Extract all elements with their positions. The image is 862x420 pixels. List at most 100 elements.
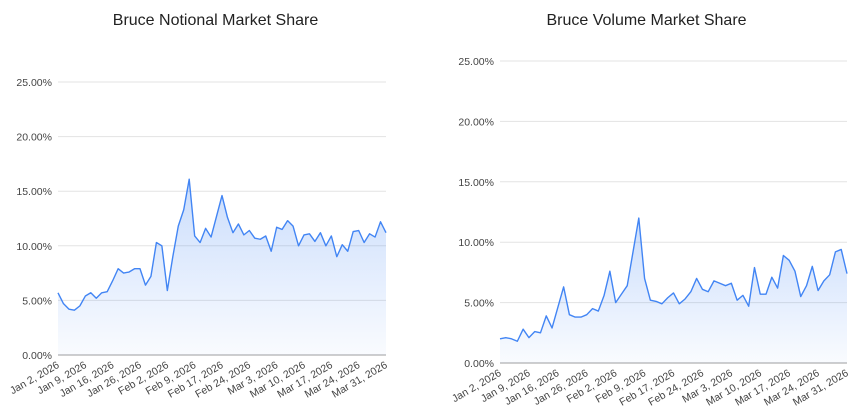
notional-data-point bbox=[84, 295, 86, 297]
notional-data-point bbox=[270, 250, 272, 252]
volume-data-point bbox=[557, 306, 559, 308]
volume-data-point bbox=[649, 299, 651, 301]
volume-data-point bbox=[574, 316, 576, 318]
notional-data-point bbox=[319, 232, 321, 234]
notional-data-point bbox=[95, 297, 97, 299]
volume-data-point bbox=[817, 289, 819, 291]
notional-data-point bbox=[177, 225, 179, 227]
volume-data-point bbox=[620, 293, 622, 295]
notional-data-point bbox=[379, 221, 381, 223]
volume-data-point bbox=[603, 294, 605, 296]
volume-y-tick-label: 25.00% bbox=[458, 56, 494, 68]
notional-y-tick-label: 20.00% bbox=[16, 132, 52, 144]
volume-data-point bbox=[661, 303, 663, 305]
volume-data-point bbox=[707, 291, 709, 293]
notional-data-point bbox=[204, 227, 206, 229]
notional-data-point bbox=[347, 250, 349, 252]
volume-y-tick-label: 15.00% bbox=[458, 177, 494, 189]
notional-data-point bbox=[57, 292, 59, 294]
volume-y-tick-label: 0.00% bbox=[464, 358, 494, 370]
chart-title: Bruce Notional Market Share bbox=[112, 12, 319, 29]
volume-data-point bbox=[609, 270, 611, 272]
notional-data-point bbox=[193, 235, 195, 237]
volume-data-point bbox=[736, 299, 738, 301]
volume-data-point bbox=[759, 293, 761, 295]
notional-data-point bbox=[286, 219, 288, 221]
volume-y-tick-label: 10.00% bbox=[458, 237, 494, 249]
notional-data-point bbox=[363, 241, 365, 243]
volume-data-point bbox=[753, 266, 755, 268]
notional-data-point bbox=[303, 234, 305, 236]
volume-chart-svg: 0.00%5.00%10.00%15.00%20.00%25.00%Jan 2,… bbox=[450, 56, 851, 409]
volume-y-tick-label: 5.00% bbox=[464, 298, 494, 310]
notional-data-point bbox=[385, 232, 387, 234]
volume-data-point bbox=[672, 292, 674, 294]
volume-data-point bbox=[701, 288, 703, 290]
notional-chart-svg: 0.00%5.00%10.00%15.00%20.00%25.00%Jan 2,… bbox=[8, 77, 390, 401]
volume-data-point bbox=[771, 276, 773, 278]
volume-data-point bbox=[545, 315, 547, 317]
notional-y-tick-label: 5.00% bbox=[22, 295, 52, 307]
volume-data-point bbox=[719, 282, 721, 284]
volume-data-point bbox=[742, 294, 744, 296]
notional-data-point bbox=[352, 230, 354, 232]
volume-data-point bbox=[614, 301, 616, 303]
notional-data-point bbox=[297, 245, 299, 247]
notional-area-fill bbox=[58, 179, 386, 355]
notional-data-point bbox=[314, 240, 316, 242]
notional-data-point bbox=[62, 302, 64, 304]
volume-data-point bbox=[776, 287, 778, 289]
notional-data-point bbox=[144, 284, 146, 286]
notional-data-point bbox=[248, 229, 250, 231]
notional-data-point bbox=[150, 275, 152, 277]
notional-data-point bbox=[128, 271, 130, 273]
notional-y-tick-label: 0.00% bbox=[22, 350, 52, 362]
volume-data-point bbox=[591, 307, 593, 309]
notional-data-point bbox=[336, 256, 338, 258]
volume-data-point bbox=[800, 295, 802, 297]
notional-y-tick-label: 25.00% bbox=[16, 77, 52, 89]
volume-data-point bbox=[846, 272, 848, 274]
volume-series-line bbox=[499, 217, 848, 342]
volume-data-point bbox=[643, 277, 645, 279]
notional-data-point bbox=[106, 290, 108, 292]
volume-data-point bbox=[534, 330, 536, 332]
notional-data-point bbox=[259, 238, 261, 240]
volume-data-point bbox=[522, 328, 524, 330]
notional-data-point bbox=[68, 308, 70, 310]
volume-data-point bbox=[678, 303, 680, 305]
volume-data-point bbox=[805, 284, 807, 286]
volume-data-point bbox=[551, 327, 553, 329]
notional-series-line bbox=[57, 178, 387, 311]
volume-data-point bbox=[539, 332, 541, 334]
volume-data-point bbox=[568, 313, 570, 315]
volume-data-point bbox=[528, 336, 530, 338]
notional-data-point bbox=[111, 280, 113, 282]
notional-data-point bbox=[188, 178, 190, 180]
notional-chart-panel: Bruce Notional Market Share 0.00% 5.00% 10… bbox=[8, 12, 390, 401]
volume-data-point bbox=[626, 284, 628, 286]
volume-data-point bbox=[684, 298, 686, 300]
volume-data-point bbox=[811, 265, 813, 267]
volume-y-tick-label: 20.00% bbox=[458, 116, 494, 128]
volume-data-point bbox=[747, 305, 749, 307]
notional-data-point bbox=[275, 226, 277, 228]
notional-data-point bbox=[243, 234, 245, 236]
notional-data-point bbox=[117, 268, 119, 270]
notional-data-point bbox=[172, 256, 174, 258]
chart-title: Bruce Volume Market Share bbox=[546, 12, 747, 29]
notional-data-point bbox=[325, 245, 327, 247]
notional-data-point bbox=[139, 268, 141, 270]
volume-data-point bbox=[516, 340, 518, 342]
notional-data-point bbox=[330, 235, 332, 237]
volume-data-point bbox=[510, 338, 512, 340]
volume-data-point bbox=[597, 310, 599, 312]
volume-data-point bbox=[765, 293, 767, 295]
notional-data-point bbox=[183, 209, 185, 211]
notional-data-point bbox=[374, 236, 376, 238]
notional-data-point bbox=[199, 241, 201, 243]
notional-y-tick-label: 15.00% bbox=[16, 186, 52, 198]
volume-data-point bbox=[713, 280, 715, 282]
notional-data-point bbox=[166, 289, 168, 291]
volume-data-point bbox=[788, 259, 790, 261]
